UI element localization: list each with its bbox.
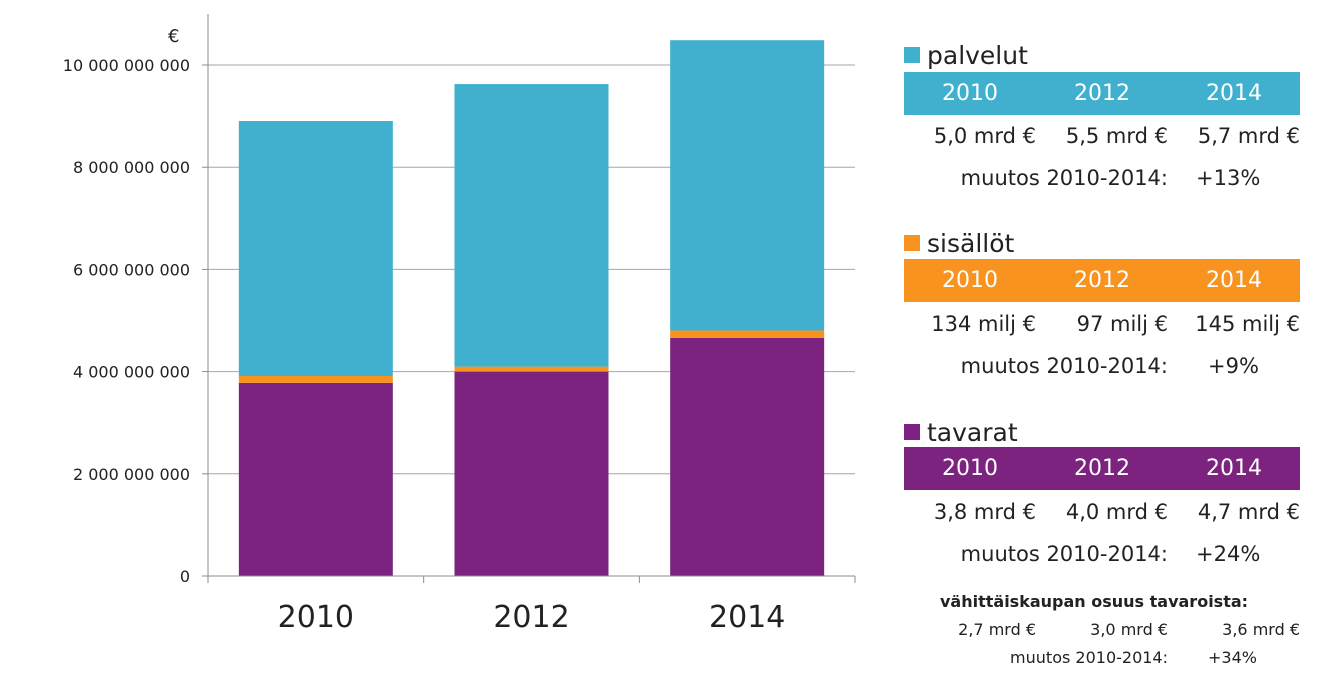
change-value: +9% — [1208, 354, 1259, 378]
stacked-bar-chart: 0 2 000 000 000 4 000 000 000 6 000 000 000… — [63, 14, 856, 635]
y-tick-label: 4 000 000 000 — [73, 363, 190, 382]
bar-segment-tavarat-2012 — [454, 371, 609, 576]
value-2014: 4,7 mrd € — [1197, 500, 1300, 524]
panel-tavarat-title-text: tavarat — [927, 417, 1018, 447]
bar-segment-palvelut-2010 — [238, 121, 393, 376]
y-tick-label: 8 000 000 000 — [73, 158, 190, 177]
panel-palvelut-title-text: palvelut — [927, 40, 1028, 70]
y-tick-label: 10 000 000 000 — [63, 56, 190, 75]
panel-sisallot-title-text: sisällöt — [927, 228, 1015, 258]
year-label: 2014 — [1206, 268, 1262, 293]
bar-segment-tavarat-2014 — [670, 337, 825, 576]
axes — [202, 14, 856, 583]
retail-change-value: +34% — [1208, 648, 1257, 667]
year-label: 2012 — [1074, 268, 1130, 293]
bars — [238, 40, 825, 576]
panel-tavarat-values: 3,8 mrd € 4,0 mrd € 4,7 mrd € — [904, 500, 1300, 524]
y-tick-label: 0 — [180, 567, 190, 586]
bar-segment-sisällöt-2010 — [238, 375, 393, 383]
palvelut-legend-swatch — [904, 47, 920, 63]
retail-value-2012: 3,0 mrd € — [1090, 620, 1168, 639]
panel-tavarat-year-header: 2010 2012 2014 — [904, 447, 1300, 490]
year-label: 2010 — [942, 456, 998, 481]
year-label: 2010 — [942, 268, 998, 293]
bar-segment-tavarat-2010 — [238, 382, 393, 576]
change-value: +24% — [1196, 542, 1261, 566]
panel-tavarat-title: tavarat — [904, 417, 1018, 447]
panel-palvelut-values: 5,0 mrd € 5,5 mrd € 5,7 mrd € — [904, 124, 1300, 148]
x-category-label: 2012 — [493, 600, 569, 635]
year-label: 2010 — [942, 81, 998, 106]
panel-palvelut-year-header: 2010 2012 2014 — [904, 72, 1300, 115]
y-tick-label: 2 000 000 000 — [73, 465, 190, 484]
panel-sisallot-year-header: 2010 2012 2014 — [904, 259, 1300, 302]
panel-sisallot-title: sisällöt — [904, 228, 1014, 258]
change-label: muutos 2010-2014: — [960, 354, 1168, 378]
panel-palvelut-title: palvelut — [904, 40, 1028, 70]
bar-segment-palvelut-2012 — [454, 84, 609, 367]
year-label: 2012 — [1074, 81, 1130, 106]
change-label: muutos 2010-2014: — [960, 542, 1168, 566]
year-label: 2014 — [1206, 456, 1262, 481]
bar-segment-sisällöt-2012 — [454, 366, 609, 372]
value-2014: 145 milj € — [1195, 312, 1300, 336]
tavarat-legend-swatch — [904, 424, 920, 440]
value-2012: 4,0 mrd € — [1065, 500, 1168, 524]
year-label: 2014 — [1206, 81, 1262, 106]
x-category-labels: 2010 2012 2014 — [278, 600, 786, 635]
x-category-label: 2014 — [709, 600, 785, 635]
value-2012: 5,5 mrd € — [1065, 124, 1168, 148]
x-category-label: 2010 — [278, 600, 354, 635]
y-axis-unit-label: € — [168, 26, 179, 47]
value-2010: 3,8 mrd € — [933, 500, 1036, 524]
value-2010: 134 milj € — [931, 312, 1036, 336]
value-2010: 5,0 mrd € — [933, 124, 1036, 148]
change-label: muutos 2010-2014: — [960, 166, 1168, 190]
bar-segment-palvelut-2014 — [670, 40, 825, 331]
value-2012: 97 milj € — [1076, 312, 1168, 336]
value-2014: 5,7 mrd € — [1197, 124, 1300, 148]
y-tick-labels: 0 2 000 000 000 4 000 000 000 6 000 000 000… — [63, 56, 190, 586]
retail-value-2014: 3,6 mrd € — [1222, 620, 1300, 639]
change-value: +13% — [1196, 166, 1261, 190]
retail-change-label: muutos 2010-2014: — [1010, 648, 1168, 667]
retail-share-title: vähittäiskaupan osuus tavaroista: — [940, 592, 1249, 611]
retail-value-2010: 2,7 mrd € — [958, 620, 1036, 639]
retail-share-values: 2,7 mrd € 3,0 mrd € 3,6 mrd € — [904, 620, 1300, 639]
sisallot-legend-swatch — [904, 235, 920, 251]
y-tick-label: 6 000 000 000 — [73, 260, 190, 279]
bar-segment-sisällöt-2014 — [670, 330, 825, 338]
year-label: 2012 — [1074, 456, 1130, 481]
panel-sisallot-values: 134 milj € 97 milj € 145 milj € — [904, 312, 1300, 336]
